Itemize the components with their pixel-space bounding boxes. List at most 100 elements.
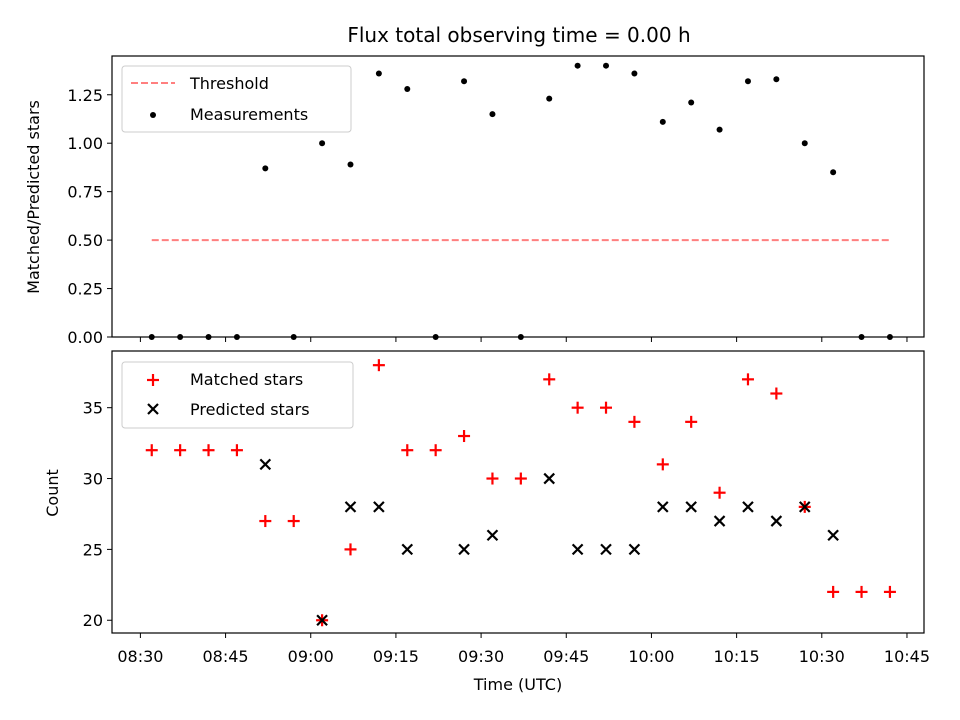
top-y-ticks: 0.00 0.25 0.50 0.75 1.00 1.25 — [67, 86, 112, 347]
matched-star-point — [259, 515, 272, 528]
predicted-star-point — [827, 529, 839, 541]
measurement-point — [801, 140, 808, 147]
top-y-axis-label: Matched/Predicted stars — [24, 100, 43, 294]
predicted-star-point — [486, 529, 499, 541]
top-axes-frame — [111, 55, 925, 338]
matched-star-point — [741, 373, 754, 386]
predicted-star-point — [770, 515, 783, 527]
top-panel: 0.00 0.25 0.50 0.75 1.00 1.25 Matched/Predict… — [24, 55, 925, 347]
predicted-star-point — [657, 501, 669, 513]
measurement-point — [489, 111, 496, 118]
x-tick-label: 09:15 — [373, 647, 419, 666]
matched-star-point — [429, 444, 442, 457]
bottom-y-tick-label: 30 — [83, 470, 103, 489]
matched-star-point — [344, 543, 357, 556]
top-y-tick-label: 0.75 — [67, 183, 103, 202]
bottom-axes-frame — [111, 350, 925, 634]
legend-threshold-label: Threshold — [189, 74, 269, 93]
bottom-y-axis-label: Count — [43, 469, 62, 517]
measurement-point — [716, 126, 723, 133]
bottom-panel: 20 25 30 35 08:30 08:45 09:00 09:15 09:30 09:45 1… — [43, 350, 930, 694]
measurement-point — [404, 85, 411, 92]
matched-star-point — [600, 401, 613, 414]
x-tick-label: 08:45 — [203, 647, 249, 666]
x-tick-label: 09:45 — [543, 647, 589, 666]
top-legend: Threshold Measurements — [121, 65, 352, 133]
measurement-point — [461, 78, 468, 85]
measurement-point — [688, 99, 695, 106]
predicted-star-point — [742, 501, 754, 513]
measurement-point — [659, 118, 666, 125]
predicted-star-point — [458, 543, 470, 556]
measurement-point — [603, 62, 610, 69]
matched-star-point — [713, 486, 726, 499]
bottom-legend: Matched stars Predicted stars — [121, 361, 354, 429]
predicted-star-point — [543, 472, 556, 485]
measurement-point — [830, 169, 837, 176]
legend-matched-label: Matched stars — [190, 370, 303, 389]
predicted-star-point — [344, 501, 357, 513]
legend-measurements-swatch — [150, 112, 156, 118]
predicted-star-point — [628, 543, 641, 556]
measurement-point — [631, 70, 638, 77]
matched-star-point — [827, 585, 840, 598]
legend-predicted-swatch — [147, 403, 159, 415]
matched-star-point — [514, 472, 527, 485]
matched-star-point — [628, 415, 641, 428]
x-tick-label: 10:00 — [628, 647, 674, 666]
top-y-tick-label: 1.00 — [67, 134, 103, 153]
matched-star-point — [372, 359, 385, 372]
measurement-point — [574, 62, 581, 69]
matched-star-point — [571, 401, 584, 414]
top-legend-box — [121, 65, 352, 133]
x-axis-label: Time (UTC) — [473, 675, 562, 694]
matched-star-point — [230, 444, 243, 457]
top-y-tick-label: 1.25 — [67, 86, 103, 105]
top-y-tick-label: 0.50 — [67, 231, 103, 250]
matched-star-point — [287, 515, 300, 528]
predicted-star-point — [571, 543, 584, 556]
predicted-star-point — [685, 501, 697, 513]
bottom-legend-box — [121, 361, 354, 429]
matched-star-point — [543, 373, 556, 386]
matched-star-point — [685, 415, 698, 428]
x-tick-label: 10:45 — [884, 647, 930, 666]
matched-star-point — [202, 444, 215, 457]
top-y-tick-label: 0.00 — [67, 328, 103, 347]
legend-predicted-label: Predicted stars — [190, 400, 310, 419]
bottom-marks — [145, 359, 896, 627]
legend-measurements-label: Measurements — [190, 105, 308, 124]
bottom-y-ticks: 20 25 30 35 — [83, 399, 112, 630]
bottom-y-tick-label: 20 — [83, 611, 103, 630]
measurement-point — [262, 165, 269, 172]
matched-star-point — [486, 472, 499, 485]
predicted-star-point — [600, 543, 612, 556]
matched-star-point — [174, 444, 187, 457]
matched-star-point — [458, 430, 471, 443]
x-tick-label: 10:15 — [714, 647, 760, 666]
measurement-point — [375, 70, 382, 77]
measurement-point — [744, 78, 751, 85]
matched-star-point — [401, 444, 414, 457]
bottom-x-ticks: 08:30 08:45 09:00 09:15 09:30 09:45 10:00 10:15… — [117, 633, 930, 666]
bottom-y-tick-label: 25 — [83, 540, 103, 559]
x-tick-label: 08:30 — [117, 647, 163, 666]
measurement-point — [319, 140, 326, 147]
bottom-y-tick-label: 35 — [83, 399, 103, 418]
legend-matched-swatch — [147, 374, 159, 386]
predicted-star-point — [798, 501, 811, 513]
predicted-star-point — [401, 543, 414, 556]
matched-star-point — [855, 585, 868, 598]
top-y-tick-label: 0.25 — [67, 280, 103, 299]
top-x-ticks — [139, 337, 908, 342]
x-tick-label: 09:00 — [288, 647, 334, 666]
predicted-star-point — [373, 501, 385, 513]
matched-star-point — [145, 444, 158, 457]
matched-star-point — [770, 387, 783, 400]
measurement-point — [773, 76, 780, 83]
measurement-point — [546, 95, 553, 102]
x-tick-label: 09:30 — [458, 647, 504, 666]
predicted-star-point — [259, 458, 272, 471]
measurement-point — [347, 161, 354, 168]
